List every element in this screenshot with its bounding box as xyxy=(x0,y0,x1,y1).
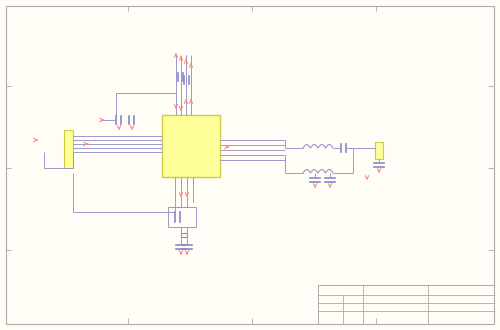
Bar xyxy=(162,115,220,177)
Bar xyxy=(318,285,494,324)
Bar xyxy=(181,233,187,237)
Bar xyxy=(64,130,73,168)
Bar xyxy=(168,207,196,227)
Bar xyxy=(375,142,383,159)
